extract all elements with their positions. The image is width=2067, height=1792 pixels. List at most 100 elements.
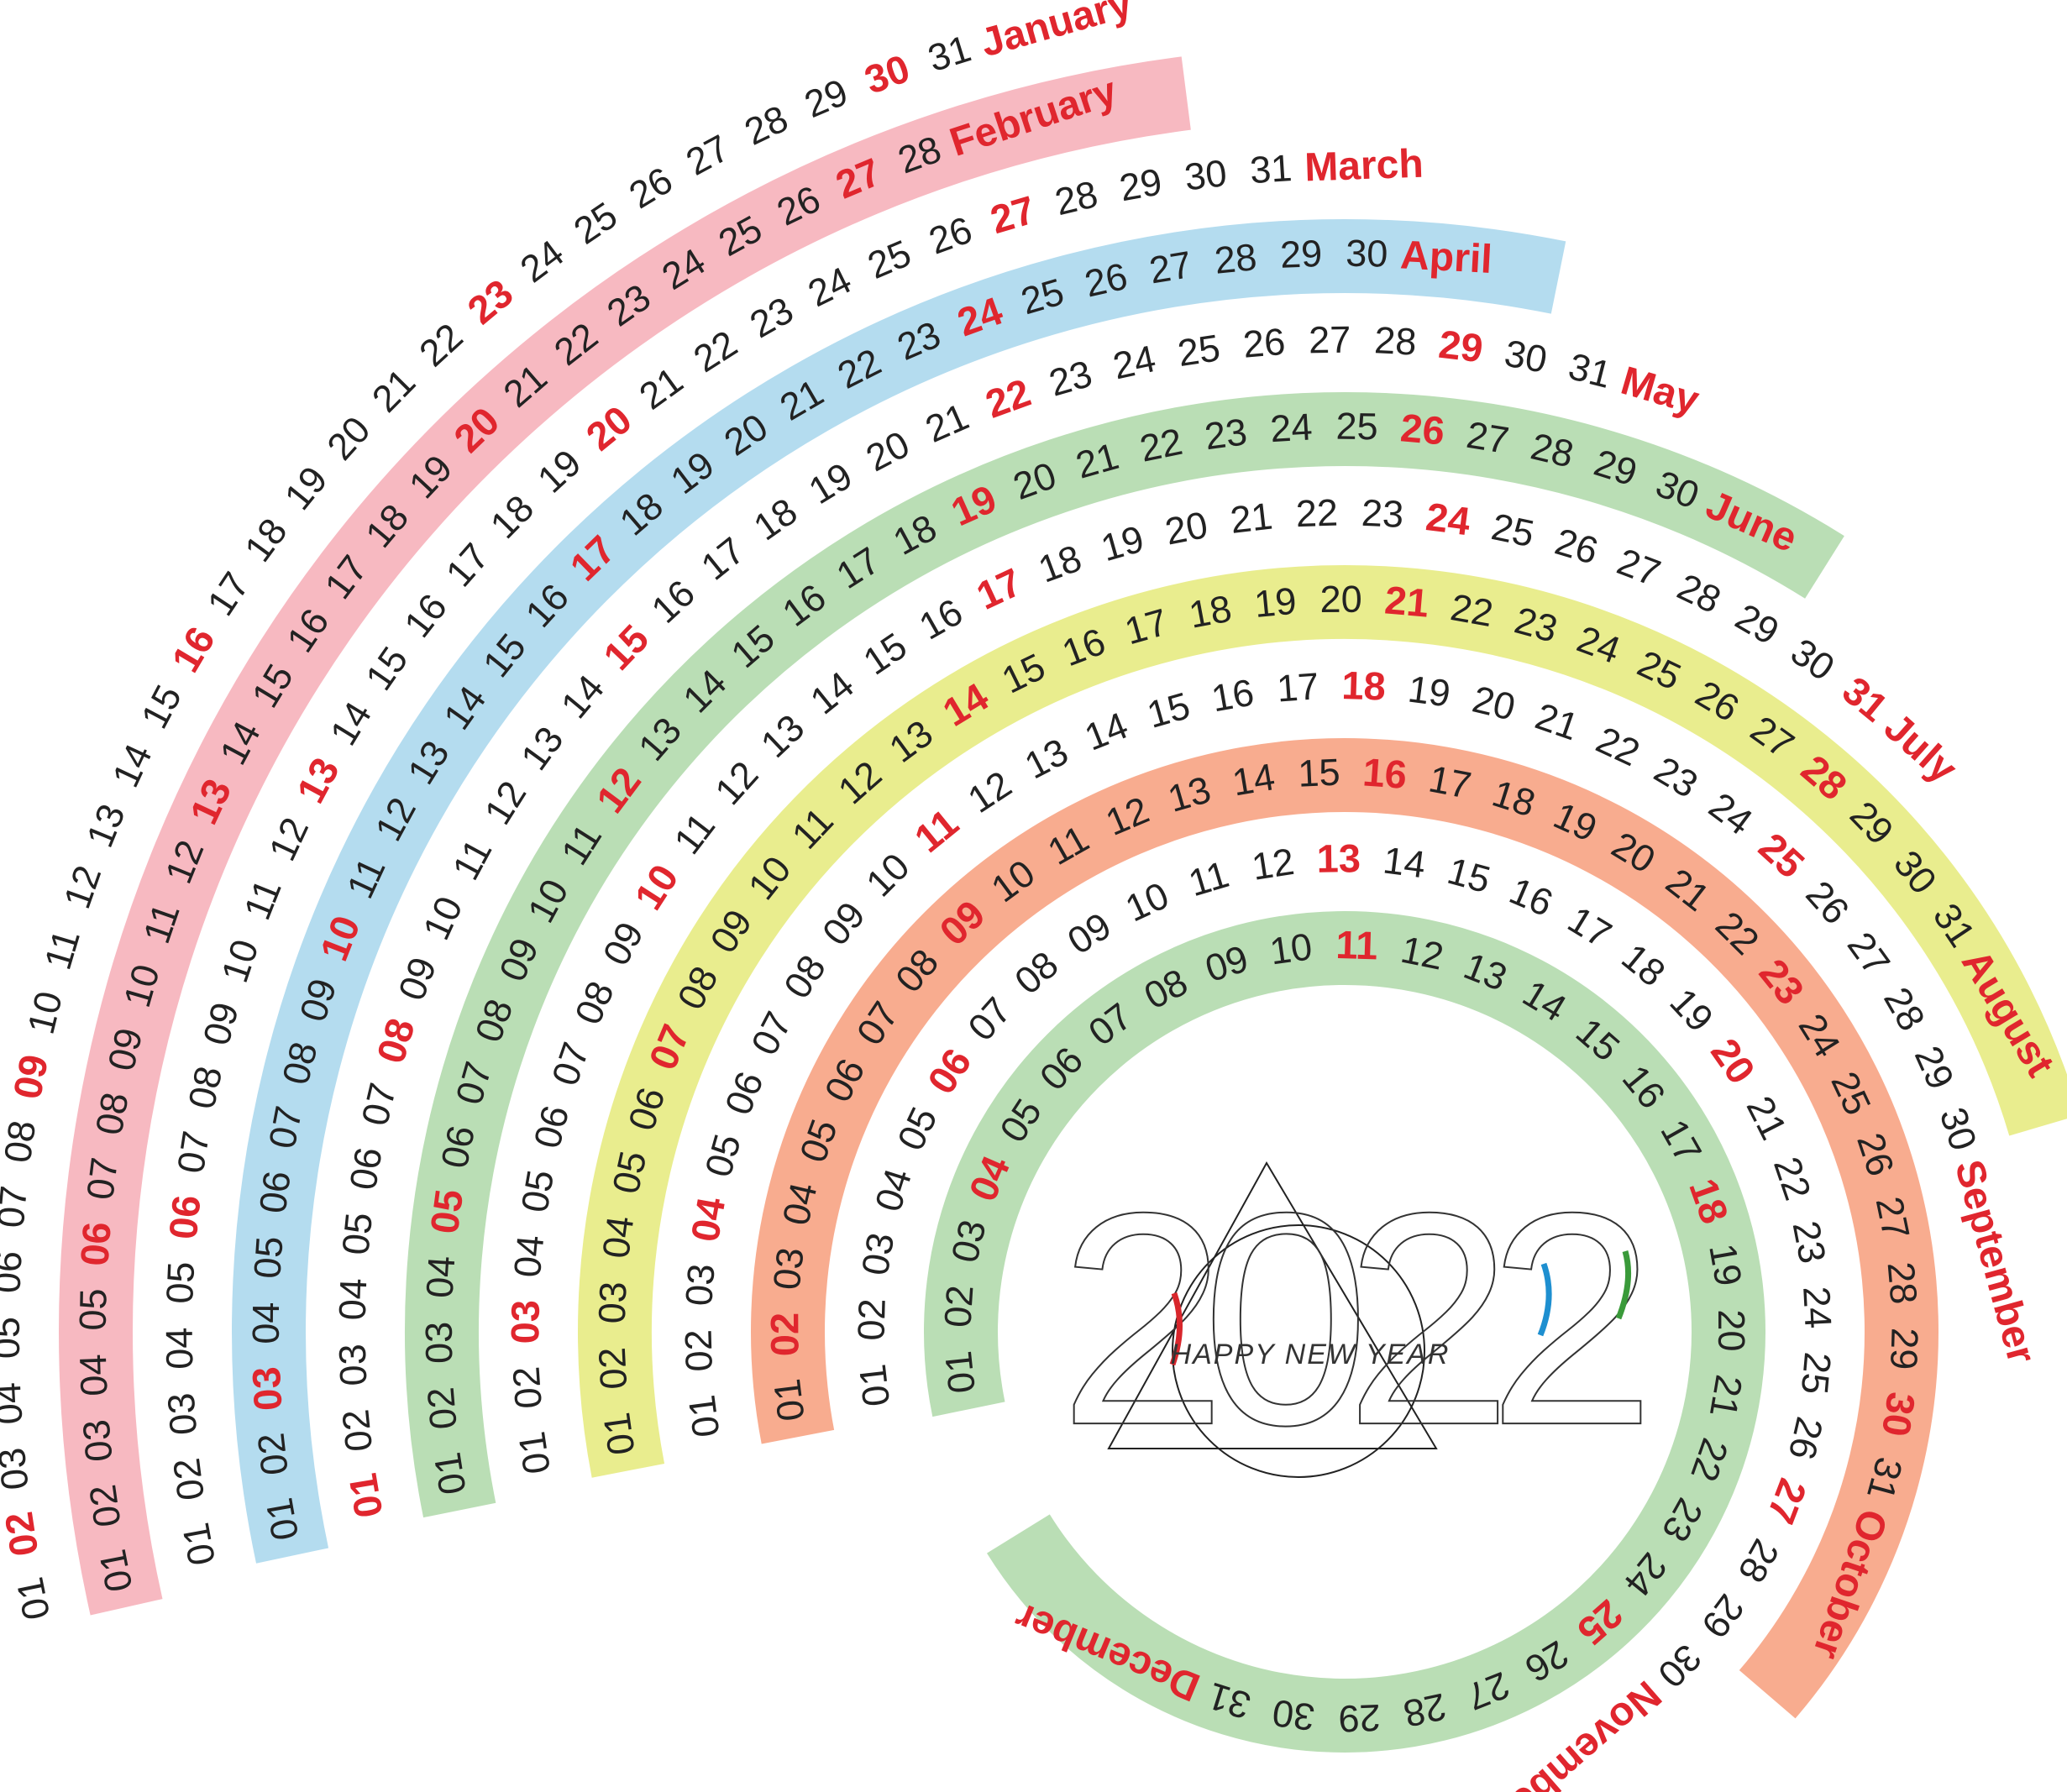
day-label: 25 — [566, 193, 625, 252]
day-label: 12 — [476, 773, 535, 832]
month-band — [751, 738, 1938, 1719]
day-label: 17 — [438, 535, 497, 595]
day-label: 13 — [1316, 836, 1361, 881]
day-label: 26 — [923, 208, 977, 263]
day-label: 05 — [422, 1187, 471, 1236]
day-label: 21 — [1383, 577, 1431, 625]
day-label: 04 — [506, 1234, 552, 1280]
day-label: 27 — [1868, 1193, 1918, 1243]
day-label: 31 — [1565, 344, 1616, 396]
day-label: 21 — [1530, 694, 1584, 749]
day-label: 19 — [1252, 579, 1298, 626]
day-label: 23 — [742, 288, 800, 346]
day-label: 21 — [632, 359, 690, 418]
day-label: 29 — [1116, 160, 1165, 209]
day-label: 26 — [1081, 254, 1131, 306]
day-label: 21 — [1739, 1089, 1796, 1146]
day-label: 29 — [1907, 1040, 1963, 1096]
day-label: 28 — [1213, 235, 1259, 282]
day-label: 09 — [4, 1051, 56, 1103]
month-band — [924, 911, 1765, 1753]
day-label: 18 — [1341, 663, 1387, 709]
day-label: 05 — [0, 1317, 28, 1359]
day-label: 10 — [414, 890, 470, 946]
day-label: 27 — [1839, 925, 1899, 983]
day-label: 04 — [774, 1178, 826, 1229]
day-label: 01 — [765, 1376, 813, 1423]
month-name: April — [1399, 233, 1493, 282]
day-label: 17 — [1561, 898, 1618, 956]
day-label: 26 — [1398, 405, 1446, 453]
logo-accent — [1169, 1292, 1183, 1366]
day-label: 18 — [1613, 935, 1673, 994]
day-label: 11 — [665, 804, 723, 862]
day-label: 17 — [1275, 664, 1320, 710]
day-label: 30 — [1650, 1636, 1709, 1695]
month-band — [405, 392, 1844, 1518]
day-label: 01 — [936, 1349, 984, 1396]
day-label: 13 — [753, 706, 812, 766]
day-label: 28 — [1527, 425, 1577, 476]
day-label: 10 — [858, 845, 917, 904]
day-label: 14 — [103, 737, 160, 794]
day-label: 06 — [919, 1040, 980, 1102]
day-label: 14 — [553, 667, 612, 726]
day-label: 28 — [1051, 172, 1101, 223]
day-label: 24 — [1702, 783, 1761, 843]
day-label: 06 — [525, 1101, 577, 1152]
day-label: 16 — [1208, 671, 1256, 720]
logo-backdrop — [1143, 1130, 1546, 1533]
day-label: 02 — [0, 1509, 46, 1559]
month-band — [578, 565, 2067, 1478]
day-label: 04 — [594, 1213, 642, 1260]
day-label: 21 — [364, 360, 423, 420]
day-label: 25 — [1488, 505, 1538, 555]
day-label: 06 — [160, 1193, 209, 1241]
day-label: 31 — [923, 27, 976, 81]
day-label: 11 — [235, 873, 290, 925]
day-label: 12 — [960, 762, 1019, 821]
day-label: 02 — [505, 1365, 550, 1410]
day-label: 11 — [443, 832, 500, 887]
day-label: 23 — [1785, 1218, 1835, 1267]
day-label: 07 — [353, 1079, 404, 1129]
day-label: 17 — [1425, 757, 1475, 808]
day-label: 07 — [260, 1103, 311, 1152]
day-label: 28 — [1400, 1685, 1451, 1735]
day-label: 03 — [943, 1216, 994, 1267]
day-label: 10 — [1267, 925, 1315, 972]
day-label: 07 — [78, 1155, 126, 1203]
day-label: 03 — [677, 1262, 723, 1307]
logo: 2022 HAPPY NEW YEAR — [1058, 1130, 1670, 1533]
day-label: 14 — [322, 694, 380, 752]
day-label: 05 — [71, 1288, 115, 1331]
day-label: 03 — [417, 1322, 461, 1365]
day-label: 18 — [746, 490, 805, 548]
day-label: 29 — [1338, 1696, 1382, 1741]
day-label: 20 — [1162, 503, 1211, 553]
logo-text: HAPPY NEW YEAR — [1171, 1339, 1451, 1370]
day-label: 25 — [862, 231, 917, 287]
day-label: 22 — [686, 322, 745, 380]
day-label: 14 — [1230, 755, 1278, 804]
day-label: 01 — [257, 1495, 307, 1543]
day-label: 26 — [622, 159, 679, 217]
day-label: 05 — [333, 1211, 380, 1257]
day-label: 02 — [333, 1407, 380, 1454]
day-label: 31 — [1249, 146, 1293, 191]
logo-triangle — [1107, 1161, 1438, 1449]
day-label: 13 — [1018, 730, 1075, 787]
day-label: 26 — [1797, 872, 1857, 932]
month-name: September — [1946, 1155, 2044, 1368]
day-label: 14 — [1381, 838, 1428, 886]
day-label: 15 — [133, 678, 190, 735]
day-label: 28 — [1876, 980, 1933, 1038]
day-label: 04 — [331, 1277, 375, 1321]
month-name: July — [1876, 705, 1965, 792]
logo-year: 2022 — [1059, 1150, 1644, 1488]
day-label: 28 — [1730, 1533, 1788, 1590]
day-label: 02 — [849, 1298, 893, 1341]
day-label: 27 — [1309, 318, 1351, 362]
day-label: 01 — [851, 1362, 898, 1409]
day-label: 17 — [693, 529, 753, 589]
